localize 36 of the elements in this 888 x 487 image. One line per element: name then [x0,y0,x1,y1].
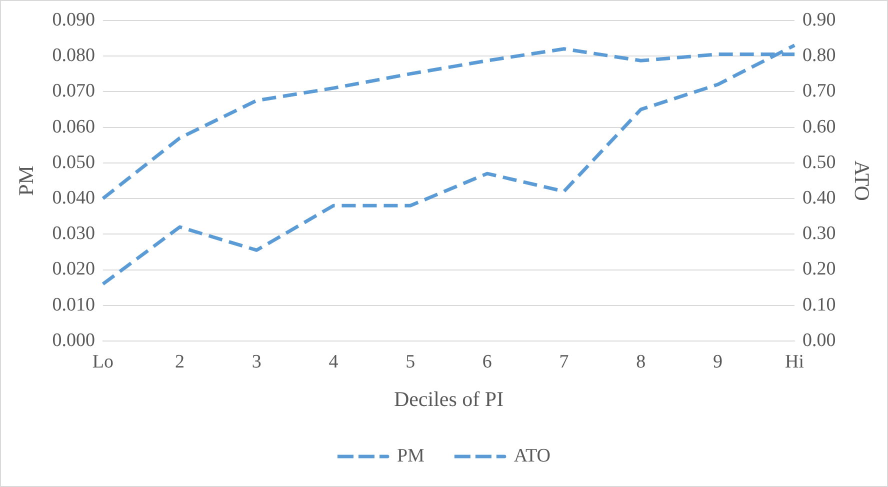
x-tick-label: 8 [636,351,646,372]
y-axis-title: PM [14,165,38,196]
y2-tick-label: 0.60 [802,116,836,138]
x-tick-label: 4 [328,351,339,372]
y-tick-label: 0.090 [52,9,95,30]
y2-tick-label: 0.40 [802,187,836,208]
y-tick-label: 0.070 [52,80,95,102]
y-tick-label: 0.000 [52,330,95,351]
x-axis-title: Deciles of PI [394,386,504,411]
line-series [101,44,796,286]
y2-tick-label: 0.30 [802,223,836,244]
y-tick-label: 0.040 [52,187,95,208]
y-tick-label: 0.010 [52,294,95,316]
y2-tick-label: 0.80 [802,45,836,66]
y-tick-label: 0.020 [52,258,95,280]
x-tick-label: 6 [482,351,492,372]
y2-tick-label: 0.70 [802,80,836,102]
legend-label: ATO [514,445,551,466]
y-tick-label: 0.030 [52,223,95,244]
y2-axis-title: ATO [850,160,874,201]
y2-tick-label: 0.10 [802,294,836,316]
y-tick-label: 0.060 [52,116,95,138]
y2-tick-label: 0.90 [802,9,836,30]
y-tick-label: 0.050 [52,152,95,173]
y-tick-label: 0.080 [52,45,95,66]
x-tick-label: 9 [712,351,722,372]
x-tick-label: 3 [252,351,262,372]
x-tick-label: 2 [175,351,185,372]
x-tick-label: 7 [559,351,569,372]
x-tick-label: Lo [92,351,114,372]
x-tick-label: Hi [785,351,804,372]
legend-label: PM [396,445,425,466]
y2-tick-label: 0.00 [802,330,836,351]
x-tick-label: 5 [406,351,416,372]
y2-tick-label: 0.20 [802,258,836,280]
y2-tick-label: 0.50 [802,152,836,173]
